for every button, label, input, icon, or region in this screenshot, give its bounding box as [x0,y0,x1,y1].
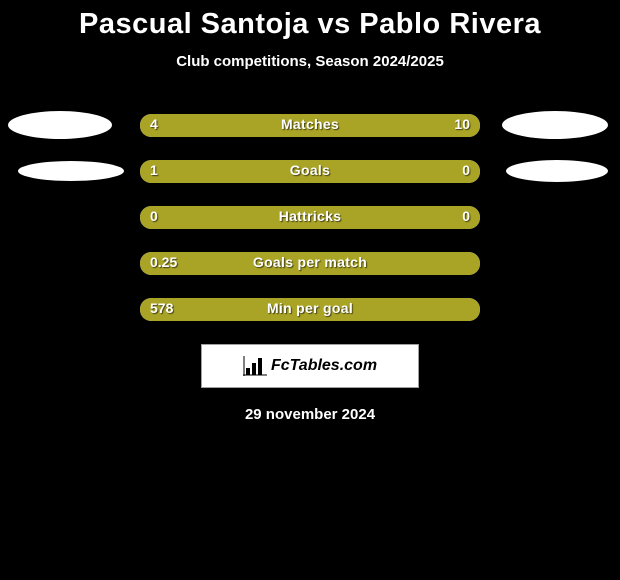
subtitle: Club competitions, Season 2024/2025 [0,53,620,70]
logo-text: FcTables.com [271,357,377,375]
player-left-oval [8,111,112,139]
bar-track: 0.25 Goals per match [140,252,480,275]
chart-area: 4 Matches 10 1 Goals 0 0 Hattricks 0 [0,114,620,321]
stat-row-hattricks: 0 Hattricks 0 [0,206,620,229]
bar-track: 0 Hattricks 0 [140,206,480,229]
player-right-oval [506,160,608,182]
value-right: 0 [462,208,470,224]
stat-label: Goals [140,162,480,178]
stat-label: Matches [140,116,480,132]
bar-track: 578 Min per goal [140,298,480,321]
logo: FcTables.com [243,356,377,376]
stat-label: Min per goal [140,300,480,316]
date-line: 29 november 2024 [0,406,620,423]
stat-row-goals-per-match: 0.25 Goals per match [0,252,620,275]
player-left-oval [18,161,124,181]
logo-box: FcTables.com [201,344,419,388]
bar-track: 4 Matches 10 [140,114,480,137]
stat-row-goals: 1 Goals 0 [0,160,620,183]
stat-row-matches: 4 Matches 10 [0,114,620,137]
stat-label: Goals per match [140,254,480,270]
player-right-oval [502,111,608,139]
value-right: 0 [462,162,470,178]
stat-row-min-per-goal: 578 Min per goal [0,298,620,321]
value-right: 10 [454,116,470,132]
comparison-infographic: Pascual Santoja vs Pablo Rivera Club com… [0,0,620,580]
bar-track: 1 Goals 0 [140,160,480,183]
stat-label: Hattricks [140,208,480,224]
page-title: Pascual Santoja vs Pablo Rivera [0,0,620,41]
bars-icon [243,356,267,376]
